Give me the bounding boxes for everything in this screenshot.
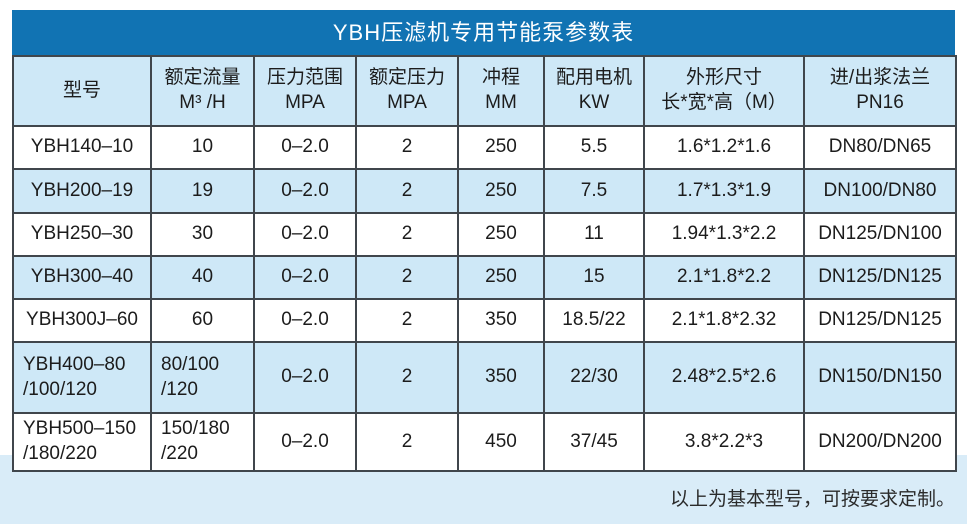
table-cell: 250 — [457, 212, 545, 257]
table-cell: 18.5/22 — [543, 298, 645, 343]
table-cell: 350 — [457, 298, 545, 343]
table-cell: 7.5 — [543, 168, 645, 214]
col-header-rated-flow: 额定流量 M³ /H — [150, 55, 255, 127]
table-cell: 2 — [355, 168, 459, 214]
table-cell: 30 — [150, 212, 255, 257]
table-title: YBH压滤机专用节能泵参数表 — [12, 10, 955, 55]
table-cell: 40 — [150, 255, 255, 300]
table-cell: 2.1*1.8*2.2 — [643, 255, 805, 300]
table-row: YBH300–40 40 0–2.0 2 250 15 2.1*1.8*2.2 … — [12, 255, 957, 300]
table-cell: DN125/DN125 — [803, 298, 957, 343]
cell-model: YBH500–150 /180/220 — [12, 412, 152, 472]
table-cell: 0–2.0 — [253, 412, 357, 472]
cell-model: YBH250–30 — [12, 212, 152, 257]
cell-model: YBH200–19 — [12, 168, 152, 214]
col-header-flange: 进/出浆法兰 PN16 — [803, 55, 957, 127]
table-cell: 250 — [457, 255, 545, 300]
table-cell: DN80/DN65 — [803, 125, 957, 170]
col-header-dimensions: 外形尺寸 长*宽*高（M） — [643, 55, 805, 127]
table-cell: 2 — [355, 298, 459, 343]
col-header-rated-pressure: 额定压力 MPA — [355, 55, 459, 127]
col-header-motor: 配用电机 KW — [543, 55, 645, 127]
table-cell: DN125/DN100 — [803, 212, 957, 257]
table-cell: 2.1*1.8*2.32 — [643, 298, 805, 343]
table-row: YBH140–10 10 0–2.0 2 250 5.5 1.6*1.2*1.6… — [12, 125, 957, 170]
table-cell: 10 — [150, 125, 255, 170]
cell-model: YBH300J–60 — [12, 298, 152, 343]
col-header-pressure-range: 压力范围 MPA — [253, 55, 357, 127]
table-cell: 350 — [457, 341, 545, 414]
table-cell: DN200/DN200 — [803, 412, 957, 472]
table-cell: DN150/DN150 — [803, 341, 957, 414]
table-cell: 0–2.0 — [253, 168, 357, 214]
col-header-model: 型号 — [12, 55, 152, 127]
table-cell: 3.8*2.2*3 — [643, 412, 805, 472]
table-cell: DN125/DN125 — [803, 255, 957, 300]
table-cell: 0–2.0 — [253, 125, 357, 170]
table-cell: 22/30 — [543, 341, 645, 414]
table-cell: 0–2.0 — [253, 255, 357, 300]
col-header-stroke: 冲程 MM — [457, 55, 545, 127]
table-cell: 11 — [543, 212, 645, 257]
table-cell: 15 — [543, 255, 645, 300]
table-cell: 0–2.0 — [253, 341, 357, 414]
table-row: YBH400–80 /100/120 80/100 /120 0–2.0 2 3… — [12, 341, 957, 414]
table-row: YBH200–19 19 0–2.0 2 250 7.5 1.7*1.3*1.9… — [12, 168, 957, 214]
table-cell: DN100/DN80 — [803, 168, 957, 214]
table-cell: 80/100 /120 — [150, 341, 255, 414]
table-cell: 19 — [150, 168, 255, 214]
table-cell: 250 — [457, 168, 545, 214]
table-row: YBH300J–60 60 0–2.0 2 350 18.5/22 2.1*1.… — [12, 298, 957, 343]
table-cell: 2.48*2.5*2.6 — [643, 341, 805, 414]
table-cell: 37/45 — [543, 412, 645, 472]
table-cell: 2 — [355, 212, 459, 257]
table-cell: 0–2.0 — [253, 298, 357, 343]
parameter-table: 型号 额定流量 M³ /H 压力范围 MPA 额定压力 MPA 冲程 MM 配用… — [12, 55, 957, 472]
table-cell: 150/180 /220 — [150, 412, 255, 472]
table-cell: 0–2.0 — [253, 212, 357, 257]
cell-model: YBH400–80 /100/120 — [12, 341, 152, 414]
table-cell: 1.94*1.3*2.2 — [643, 212, 805, 257]
table-cell: 450 — [457, 412, 545, 472]
pump-parameter-table: YBH压滤机专用节能泵参数表 型号 额定流量 M³ /H 压力范围 MPA 额定… — [12, 10, 957, 472]
table-cell: 5.5 — [543, 125, 645, 170]
table-cell: 2 — [355, 255, 459, 300]
table-cell: 60 — [150, 298, 255, 343]
table-cell: 1.6*1.2*1.6 — [643, 125, 805, 170]
cell-model: YBH140–10 — [12, 125, 152, 170]
table-header-row: 型号 额定流量 M³ /H 压力范围 MPA 额定压力 MPA 冲程 MM 配用… — [12, 55, 957, 127]
table-row: YBH500–150 /180/220 150/180 /220 0–2.0 2… — [12, 412, 957, 472]
table-cell: 2 — [355, 412, 459, 472]
table-cell: 2 — [355, 125, 459, 170]
footer-note: 以上为基本型号，可按要求定制。 — [669, 489, 955, 510]
cell-model: YBH300–40 — [12, 255, 152, 300]
table-cell: 1.7*1.3*1.9 — [643, 168, 805, 214]
table-row: YBH250–30 30 0–2.0 2 250 11 1.94*1.3*2.2… — [12, 212, 957, 257]
table-cell: 250 — [457, 125, 545, 170]
table-cell: 2 — [355, 341, 459, 414]
